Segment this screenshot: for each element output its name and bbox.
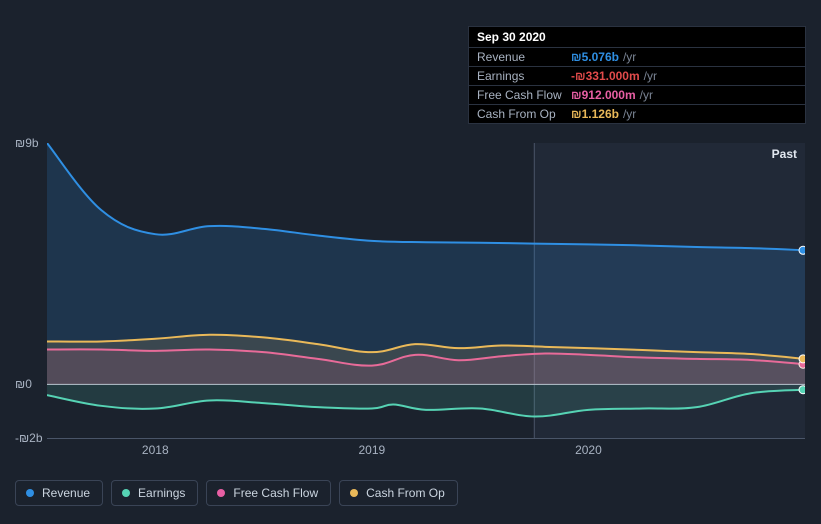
legend-label: Free Cash Flow bbox=[233, 486, 318, 500]
tooltip-value: ₪1.126b bbox=[571, 107, 619, 121]
legend-cash-from-op[interactable]: Cash From Op bbox=[339, 480, 458, 506]
tooltip-unit: /yr bbox=[623, 50, 636, 64]
legend: Revenue Earnings Free Cash Flow Cash From O… bbox=[15, 480, 458, 506]
x-tick-label: 2020 bbox=[575, 443, 602, 457]
tooltip-label: Free Cash Flow bbox=[477, 88, 571, 102]
tooltip-label: Revenue bbox=[477, 50, 571, 64]
tooltip-panel: Sep 30 2020 Revenue ₪5.076b /yr Earnings… bbox=[468, 26, 806, 124]
legend-dot-icon bbox=[217, 489, 225, 497]
tooltip-row-earnings: Earnings -₪331.000m /yr bbox=[469, 67, 805, 86]
y-tick-label: ₪0 bbox=[15, 377, 32, 391]
legend-label: Cash From Op bbox=[366, 486, 445, 500]
legend-revenue[interactable]: Revenue bbox=[15, 480, 103, 506]
x-axis-line bbox=[47, 438, 805, 439]
legend-dot-icon bbox=[122, 489, 130, 497]
x-tick-label: 2019 bbox=[358, 443, 385, 457]
legend-label: Revenue bbox=[42, 486, 90, 500]
tooltip-date: Sep 30 2020 bbox=[469, 27, 805, 48]
tooltip-value: ₪912.000m bbox=[571, 88, 636, 102]
tooltip-value: -₪331.000m bbox=[571, 69, 640, 83]
tooltip-unit: /yr bbox=[623, 107, 636, 121]
tooltip-row-revenue: Revenue ₪5.076b /yr bbox=[469, 48, 805, 67]
legend-dot-icon bbox=[350, 489, 358, 497]
chart-svg bbox=[47, 143, 805, 438]
tooltip-unit: /yr bbox=[644, 69, 657, 83]
legend-free-cash-flow[interactable]: Free Cash Flow bbox=[206, 480, 331, 506]
legend-earnings[interactable]: Earnings bbox=[111, 480, 198, 506]
tooltip-row-fcf: Free Cash Flow ₪912.000m /yr bbox=[469, 86, 805, 105]
tooltip-label: Cash From Op bbox=[477, 107, 571, 121]
tooltip-row-cfo: Cash From Op ₪1.126b /yr bbox=[469, 105, 805, 123]
past-label: Past bbox=[772, 147, 797, 161]
tooltip-value: ₪5.076b bbox=[571, 50, 619, 64]
tooltip-unit: /yr bbox=[640, 88, 653, 102]
legend-label: Earnings bbox=[138, 486, 185, 500]
tooltip-label: Earnings bbox=[477, 69, 571, 83]
x-tick-label: 2018 bbox=[142, 443, 169, 457]
y-tick-label: ₪9b bbox=[15, 136, 39, 150]
y-tick-label: -₪2b bbox=[15, 431, 43, 445]
legend-dot-icon bbox=[26, 489, 34, 497]
